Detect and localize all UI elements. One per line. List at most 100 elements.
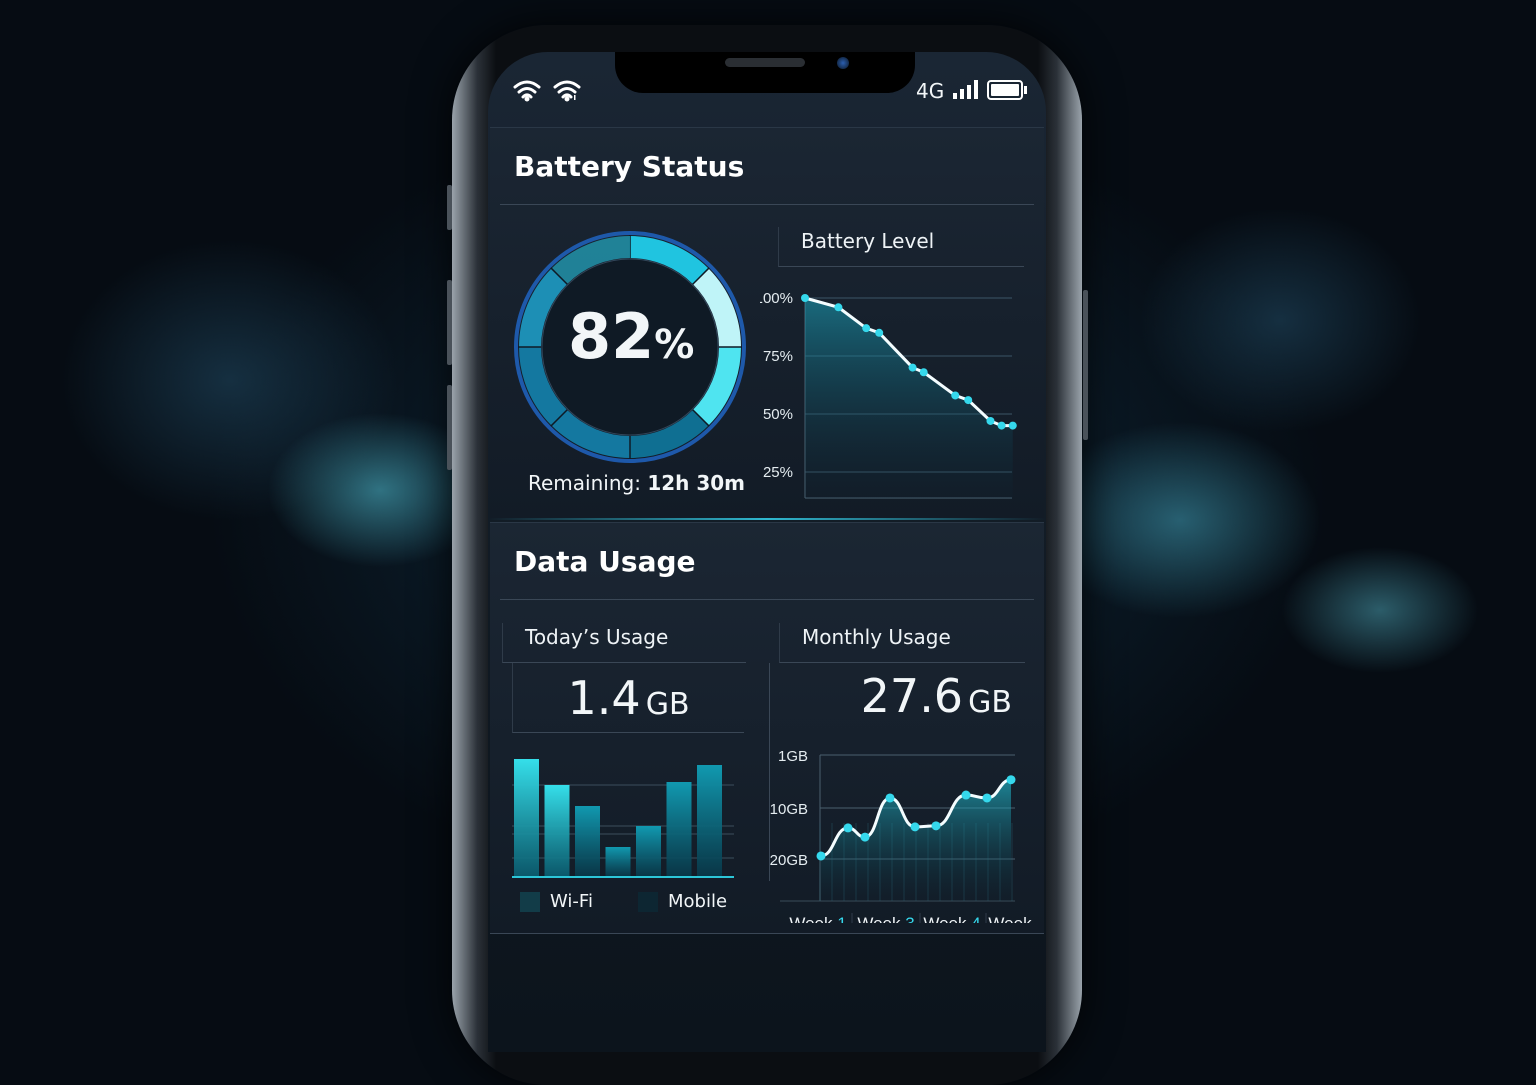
monthly-usage-header: Monthly Usage [779, 623, 1025, 663]
y-tick-label: 25% [763, 464, 793, 481]
y-tick-label: 75% [763, 348, 793, 365]
usage-bar [575, 806, 600, 876]
battery-percent-unit: % [654, 322, 695, 368]
mute-switch [447, 185, 452, 230]
gauge-segment-gap [550, 408, 569, 427]
battery-gauge [514, 231, 746, 463]
battery-percent-value: 82 [568, 300, 655, 373]
monthly-point [885, 793, 895, 803]
divider [500, 599, 1034, 600]
monthly-usage-chart: 1GB 10GB 20GB Week 1 Week 3 Week 4 Week [770, 748, 1032, 923]
gauge-segment-gap [691, 408, 710, 427]
usage-bar [605, 847, 631, 876]
gauge-segment [519, 346, 568, 426]
monthly-area [821, 779, 1011, 901]
battery-point [919, 368, 928, 377]
battery-point [951, 391, 960, 400]
monthly-point [816, 851, 826, 861]
legend-wifi-label: Wi-Fi [550, 891, 593, 912]
gauge-segment [629, 236, 709, 285]
y-tick-label: 1GB [778, 748, 808, 765]
battery-percent: 82% [568, 300, 695, 373]
battery-level-header: Battery Level [778, 227, 1024, 267]
todays-usage-title: Today’s Usage [525, 625, 669, 649]
gauge-segment [692, 268, 741, 348]
gauge-segment [519, 268, 568, 348]
speaker [725, 58, 805, 67]
y-tick-label: 20GB [770, 852, 808, 869]
remaining-value: 12h 30m [647, 471, 746, 495]
gauge-segment [551, 409, 631, 458]
y-tick-label: 100% [760, 290, 793, 307]
x-tick-label: Week 4 [923, 914, 980, 923]
usage-bar [666, 782, 692, 876]
divider [769, 663, 770, 881]
x-tick-label: Week 3 [857, 914, 914, 923]
volume-up-button [447, 280, 452, 365]
phone-screen: 4G Battery Status 82% Remaining: 12h 30m… [488, 52, 1046, 1052]
usage-bar [636, 826, 661, 876]
remaining-label: Remaining: [528, 471, 641, 495]
power-button [1083, 290, 1088, 440]
gauge-outer-ring [514, 231, 746, 463]
wifi-swatch [520, 892, 540, 912]
todays-usage-bar-chart [512, 759, 734, 878]
x-tick-label: Week [988, 914, 1032, 923]
legend-mobile-label: Mobile [668, 891, 728, 912]
notch [615, 52, 915, 93]
monthly-point [860, 832, 870, 842]
remaining-time: Remaining: 12h 30m [528, 471, 745, 495]
divider [500, 204, 1034, 205]
wifi-icon [513, 80, 581, 102]
battery-area [805, 298, 1013, 498]
monthly-point [931, 821, 941, 831]
legend-wifi: Wi-Fi [520, 891, 593, 912]
gauge-inner-disc [541, 258, 719, 436]
usage-bar [697, 765, 722, 876]
gauge-segment-gap [550, 267, 569, 286]
todays-usage-number: 1.4 [567, 671, 641, 725]
todays-usage-value: 1.4 GB [512, 663, 744, 733]
monthly-point [843, 823, 853, 833]
gauge-segment [692, 346, 741, 426]
battery-point [875, 328, 884, 337]
data-usage-title: Data Usage [514, 545, 696, 578]
gauge-segment [551, 236, 631, 285]
volume-down-button [447, 385, 452, 470]
legend-mobile: Mobile [638, 891, 727, 912]
data-usage-panel: Data Usage Today’s Usage 1.4 GB Wi-Fi Mo… [490, 522, 1044, 934]
section-glow-divider [488, 518, 1046, 520]
battery-point [997, 421, 1006, 430]
y-tick-label: 10GB [770, 801, 808, 818]
battery-level-title: Battery Level [801, 229, 935, 253]
x-tick-label: Week 1 [789, 914, 846, 923]
monthly-usage-title: Monthly Usage [802, 625, 951, 649]
monthly-point [1006, 775, 1016, 785]
battery-icon [987, 80, 1027, 100]
battery-point [1008, 421, 1017, 430]
gauge-segment [629, 409, 709, 458]
monthly-point [982, 793, 992, 803]
battery-status-title: Battery Status [514, 150, 745, 183]
battery-point [834, 303, 843, 312]
y-tick-label: 50% [763, 406, 793, 423]
battery-point [908, 363, 917, 372]
usage-bar [544, 785, 570, 876]
network-type: 4G [916, 79, 945, 103]
monthly-point [961, 790, 971, 800]
front-camera [837, 57, 849, 69]
gauge-segment-gap [691, 267, 710, 286]
battery-point [801, 294, 809, 302]
divider [490, 933, 1044, 934]
todays-usage-unit: GB [645, 687, 690, 722]
monthly-usage-unit: GB [968, 685, 1012, 720]
battery-point [964, 396, 973, 405]
battery-point [862, 324, 871, 333]
monthly-usage-number: 27.6 [860, 669, 964, 723]
todays-usage-header: Today’s Usage [502, 623, 746, 663]
signal-icon [953, 80, 978, 99]
usage-bar [514, 759, 539, 876]
battery-status-panel: Battery Status 82% Remaining: 12h 30m Ba… [490, 127, 1044, 519]
mobile-swatch [638, 892, 658, 912]
battery-level-chart: 100%75%50%25%6AM12PM6PM12AM [760, 290, 1017, 499]
